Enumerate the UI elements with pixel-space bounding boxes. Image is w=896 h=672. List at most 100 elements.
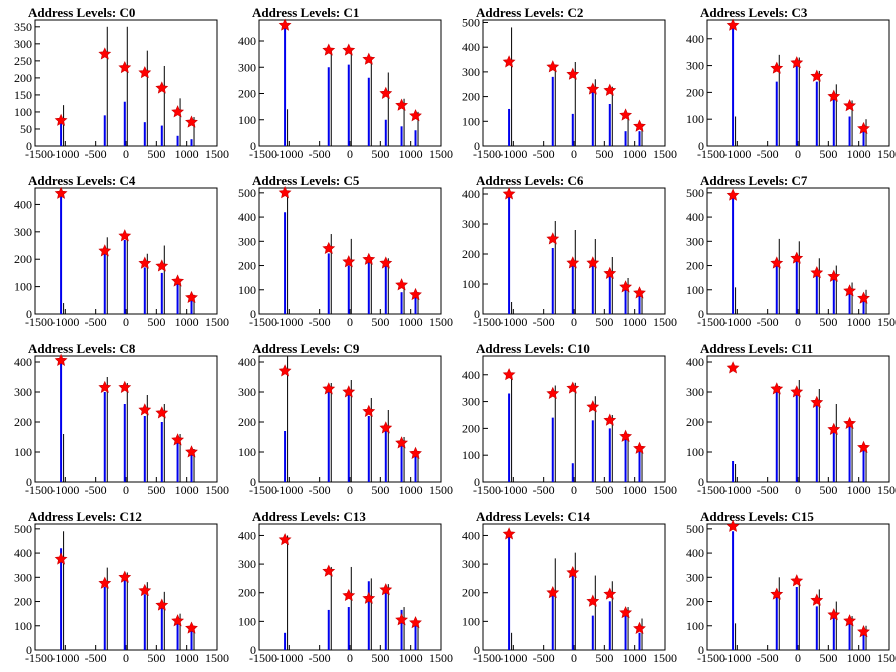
peak-star-marker	[857, 291, 870, 304]
x-tick-label: 1500	[877, 147, 896, 161]
peak-star-marker	[770, 256, 784, 269]
peak-star-marker	[546, 60, 560, 73]
x-tick-label: -1500	[473, 651, 501, 665]
x-tick-label: 500	[595, 147, 613, 161]
y-tick-label: 200	[686, 259, 704, 273]
peak-star-marker	[118, 229, 132, 242]
y-tick-label: 200	[686, 85, 704, 99]
panel-title: Address Levels: C3	[700, 5, 808, 20]
peak-star-marker	[155, 259, 169, 272]
peak-star-marker	[379, 86, 393, 100]
plot-frame	[258, 355, 442, 483]
histogram-panel: Address Levels: C1 0 100 200 300 400 -1500-100…	[238, 5, 453, 161]
peak-star-marker	[566, 67, 580, 80]
peak-star-marker	[603, 266, 617, 280]
x-tick-label: -500	[533, 147, 555, 161]
x-tick-label: -500	[757, 483, 779, 497]
peak-star-marker	[603, 587, 617, 600]
y-tick-label: 100	[462, 448, 480, 462]
peak-star-marker	[155, 598, 169, 611]
x-tick-label: -1500	[697, 147, 725, 161]
panel-title: Address Levels: C0	[28, 5, 135, 20]
y-tick-label: 300	[462, 217, 480, 231]
y-tick-label: 400	[238, 528, 256, 542]
peak-star-marker	[185, 445, 198, 458]
histogram-panel: Address Levels: C0 0 50 100 150 200 250 300 350 -…	[14, 5, 229, 161]
peak-star-marker	[118, 570, 132, 583]
y-tick-label: 400	[686, 355, 704, 369]
peak-star-marker	[726, 361, 740, 374]
peak-star-marker	[322, 382, 336, 395]
panel-title: Address Levels: C2	[476, 5, 583, 20]
peak-star-marker	[362, 404, 376, 418]
peak-star-marker	[362, 252, 376, 265]
x-tick-label: -1000	[723, 651, 751, 665]
peak-star-marker	[726, 519, 740, 532]
x-tick-label: 1000	[175, 315, 199, 329]
peak-star-marker	[827, 269, 841, 282]
y-tick-label: 400	[686, 210, 704, 224]
peak-star-marker	[843, 284, 857, 297]
y-tick-label: 0	[250, 307, 256, 321]
y-tick-label: 200	[14, 252, 32, 266]
y-tick-label: 300	[238, 60, 256, 74]
y-tick-label: 400	[462, 187, 480, 201]
peak-star-marker	[54, 186, 68, 199]
peak-star-marker	[395, 98, 409, 111]
y-tick-label: 200	[238, 87, 256, 101]
x-tick-label: -1500	[249, 315, 277, 329]
x-tick-label: 0	[571, 651, 577, 665]
peak-star-marker	[566, 256, 580, 269]
x-tick-label: 1500	[877, 651, 896, 665]
y-tick-label: 0	[250, 643, 256, 657]
x-tick-label: -1500	[697, 315, 725, 329]
x-tick-label: -1500	[249, 483, 277, 497]
histogram-panel: Address Levels: C4 0 100 200 300 400 -1500-100…	[14, 173, 229, 329]
histogram-panel: Address Levels: C9 0 100 200 300 400 -1500-100…	[238, 341, 453, 497]
peak-star-marker	[603, 413, 617, 426]
x-tick-label: -500	[757, 147, 779, 161]
x-tick-label: 0	[347, 651, 353, 665]
x-tick-label: 500	[819, 651, 837, 665]
y-tick-label: 0	[474, 307, 480, 321]
peak-star-marker	[770, 587, 784, 600]
x-tick-label: 0	[571, 315, 577, 329]
peak-star-marker	[379, 421, 393, 434]
histogram-panel: Address Levels: C70100200300400500-1500-…	[686, 173, 896, 329]
x-tick-label: 1500	[205, 483, 229, 497]
x-tick-label: -500	[533, 483, 555, 497]
peak-star-marker	[726, 188, 740, 201]
x-tick-label: -1500	[25, 483, 53, 497]
x-tick-label: 0	[123, 651, 129, 665]
x-tick-label: 0	[123, 147, 129, 161]
y-tick-label: 500	[462, 15, 480, 29]
x-tick-label: -500	[757, 651, 779, 665]
peak-star-marker	[278, 18, 292, 31]
peak-star-marker	[790, 574, 804, 587]
peak-star-marker	[586, 400, 600, 413]
y-tick-label: 200	[238, 586, 256, 600]
peak-star-marker	[633, 441, 646, 454]
peak-star-marker	[502, 55, 516, 68]
x-tick-label: -500	[533, 651, 555, 665]
x-tick-label: 500	[147, 315, 165, 329]
histogram-panel: Address Levels: C11 0 100 200 300 400 -1500-10…	[686, 341, 896, 497]
x-tick-label: 1000	[399, 315, 423, 329]
x-tick-label: 500	[147, 483, 165, 497]
plot-frame	[706, 355, 890, 483]
peak-star-marker	[633, 621, 646, 635]
peak-star-marker	[502, 187, 516, 200]
y-tick-label: 200	[462, 90, 480, 104]
peak-star-marker	[185, 621, 198, 634]
peak-star-marker	[619, 606, 633, 619]
peak-star-marker	[857, 625, 870, 638]
y-tick-label: 400	[238, 355, 256, 369]
peak-star-marker	[843, 614, 857, 627]
peak-star-marker	[54, 353, 68, 367]
plot-frame	[34, 19, 218, 147]
y-tick-label: 200	[238, 259, 256, 273]
x-tick-label: -500	[757, 315, 779, 329]
peak-star-marker	[278, 533, 292, 546]
y-tick-label: 400	[462, 368, 480, 382]
